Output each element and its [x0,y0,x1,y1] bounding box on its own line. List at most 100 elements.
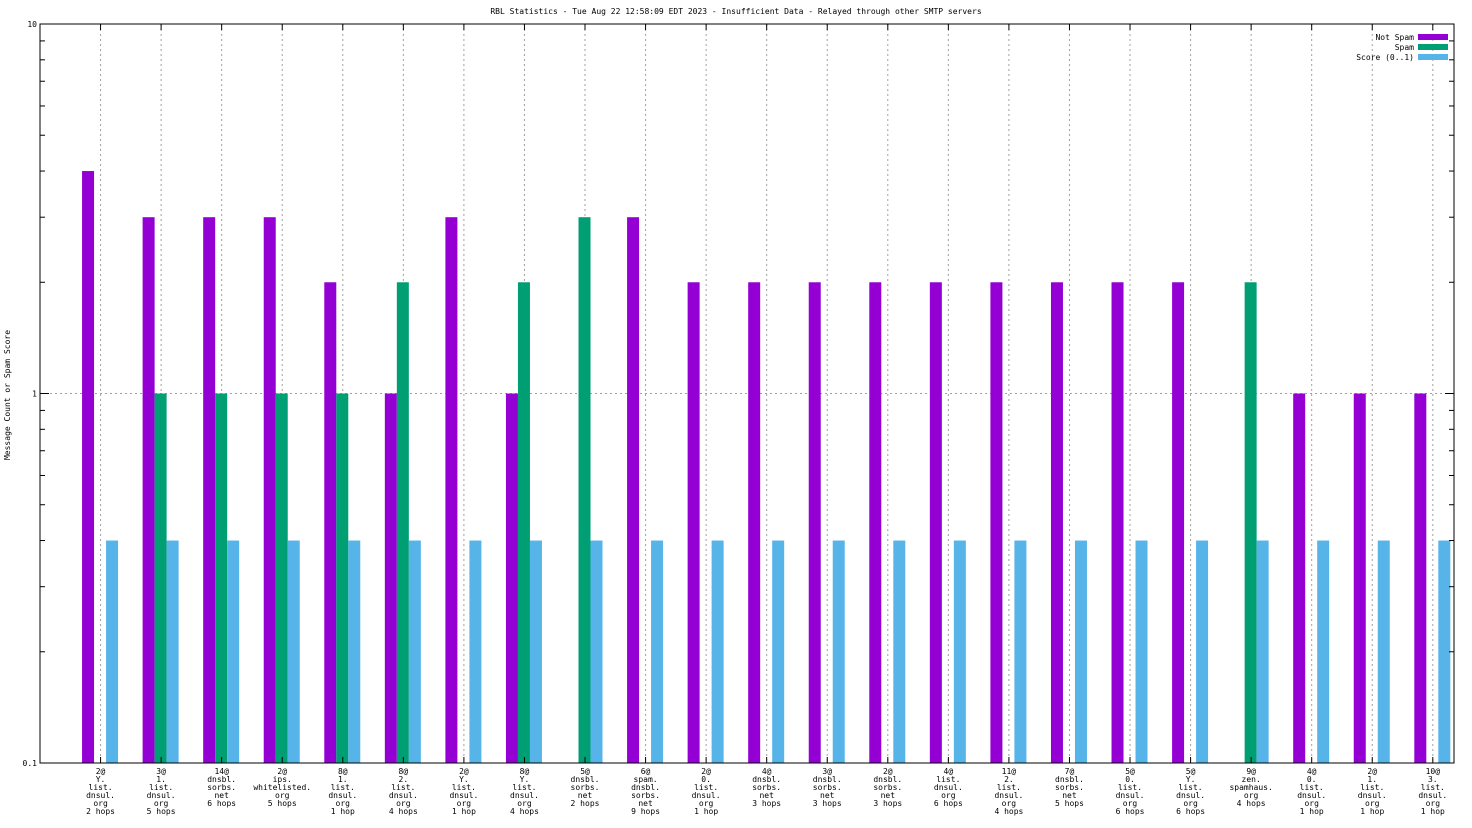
x-tick-label-line: sorbs. [571,783,600,792]
x-tick-label-line: 14@ [214,767,229,776]
bars-layer [82,171,1451,764]
x-tick-label-line: org [1244,791,1259,800]
bar-not-spam-18 [1172,282,1185,763]
bar-score-0-1-12 [832,540,845,763]
bar-spam-8 [578,217,591,764]
legend-swatch-0 [1418,34,1448,40]
bar-not-spam-1 [142,217,155,764]
bar-not-spam-6 [445,217,458,764]
bar-score-0-1-3 [287,540,300,763]
x-tick-label-line: dnsul. [1358,791,1387,800]
x-tick-label-line: 2@ [701,767,711,776]
x-tick-label-line: 1 hop [331,807,355,816]
x-tick-label-line: whitelisted. [253,783,311,792]
x-tick-label-line: sorbs. [873,783,902,792]
x-tick-label-line: 4 hops [994,807,1023,816]
x-tick-label-line: 6 hops [1116,807,1145,816]
x-tick-label-15: 11@ 2. list. dnsul. org 4 hops [994,767,1023,816]
x-tick-label-line: 1 hop [694,807,718,816]
x-tick-label-line: sorbs. [631,791,660,800]
x-tick-label-line: Y. [96,775,106,784]
x-tick-label-line: 2@ [96,767,106,776]
x-tick-label-line: 2. [1004,775,1014,784]
y-tick-label: 10 [27,20,37,29]
x-tick-label-line: 6 hops [207,799,236,808]
x-tick-label-line: org [1304,799,1319,808]
legend-swatch-1 [1418,44,1448,50]
x-tick-label-line: net [759,791,774,800]
bar-score-0-1-22 [1438,540,1451,763]
x-tick-label-line: 1 hop [452,807,476,816]
x-tick-label-10: 2@ 0. list. dnsul. org 1 hop [692,767,721,816]
x-tick-label-line: 1 hop [1360,807,1384,816]
x-tick-label-line: 5 hops [268,799,297,808]
x-tick-label-line: 5@ [1186,767,1196,776]
x-tick-label-line: 3 hops [873,799,902,808]
x-tick-label-line: net [881,791,896,800]
bar-score-0-1-1 [166,540,179,763]
x-tick-label-line: 1 hop [1421,807,1445,816]
x-tick-label-line: ips. [273,775,292,784]
x-tick-label-line: dnsul. [1418,791,1447,800]
x-tick-label-line: org [396,799,411,808]
x-tick-label-line: org [517,799,532,808]
x-tick-label-line: 1 hop [1300,807,1324,816]
x-tick-label-line: net [578,791,593,800]
x-tick-label-line: list. [1118,783,1142,792]
bar-score-0-1-10 [711,540,724,763]
bar-not-spam-14 [929,282,942,763]
x-tick-label-line: dnsbl. [752,775,781,784]
x-tick-label-line: 6 hops [1176,807,1205,816]
x-tick-label-line: 3@ [156,767,166,776]
x-tick-label-line: dnsul. [147,791,176,800]
x-tick-label-line: 5@ [1125,767,1135,776]
x-tick-label-line: 9 hops [631,807,660,816]
x-tick-label-line: 3 hops [752,799,781,808]
bar-score-0-1-21 [1377,540,1390,763]
x-tick-label-7: 8@ Y. list. dnsul. org 4 hops [510,767,539,816]
bar-score-0-1-16 [1074,540,1087,763]
legend-swatch-2 [1418,54,1448,60]
x-tick-label-line: list. [149,783,173,792]
bar-spam-5 [396,282,409,763]
legend-label-2: Score (0..1) [1356,53,1414,62]
bar-score-0-1-2 [227,540,240,763]
y-axis-label: Message Count or Spam Score [3,330,12,460]
bar-score-0-1-13 [893,540,906,763]
x-tick-label-line: net [638,799,653,808]
x-tick-label-line: net [214,791,229,800]
x-tick-label-line: 2@ [277,767,287,776]
x-tick-label-line: org [1123,799,1138,808]
x-tick-label-line: 4@ [1307,767,1317,776]
x-tick-label-line: Y. [520,775,530,784]
x-tick-label-line: dnsul. [328,791,357,800]
bar-not-spam-5 [384,393,397,763]
bar-not-spam-7 [505,393,518,763]
x-tick-label-4: 8@ 1. list. dnsul. org 1 hop [328,767,357,816]
bar-score-0-1-14 [953,540,966,763]
x-tick-label-line: sorbs. [752,783,781,792]
bar-not-spam-17 [1111,282,1124,763]
bar-score-0-1-5 [408,540,421,763]
x-tick-label-line: 3. [1428,775,1438,784]
x-tick-label-line: 4@ [762,767,772,776]
x-tick-label-1: 3@ 1. list. dnsul. org 5 hops [147,767,176,816]
x-tick-label-line: org [93,799,108,808]
bar-score-0-1-6 [469,540,482,763]
x-tick-label-line: dnsul. [1176,791,1205,800]
bar-score-0-1-4 [348,540,361,763]
x-tick-label-line: 6 hops [934,799,963,808]
x-tick-label-line: list. [694,783,718,792]
bar-not-spam-11 [748,282,761,763]
x-tick-label-line: 1. [1367,775,1377,784]
x-tick-label-20: 4@ 0. list. dnsul. org 1 hop [1297,767,1326,816]
x-tick-label-line: dnsbl. [813,775,842,784]
x-tick-label-line: dnsul. [1297,791,1326,800]
x-tick-label-line: org [275,791,290,800]
x-tick-label-line: list. [1300,783,1324,792]
x-tick-label-line: 0. [1307,775,1317,784]
x-tick-label-line: spam. [634,775,658,784]
x-tick-label-line: list. [1421,783,1445,792]
